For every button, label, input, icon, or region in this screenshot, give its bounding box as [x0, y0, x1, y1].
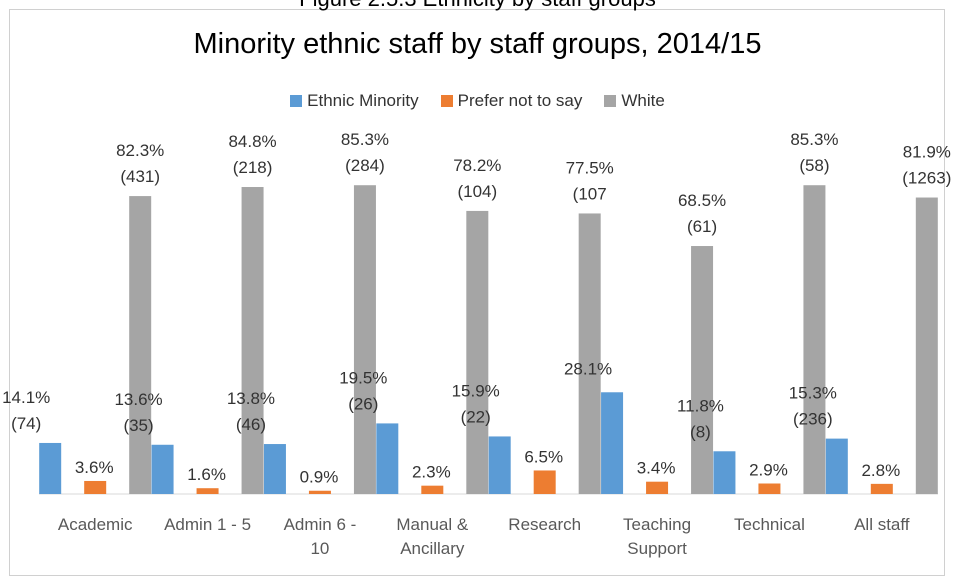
data-label-prefer-not-to-say-technical: 2.9% — [749, 461, 788, 480]
category-label-research: Research — [508, 515, 581, 534]
data-label-prefer-not-to-say-all-staff: 2.8% — [861, 461, 900, 480]
legend-item-white: White — [604, 91, 665, 111]
bar-ethnic-minority-academic — [39, 442, 62, 494]
category-label-all-staff: All staff — [854, 515, 910, 534]
data-label-ethnic-minority-research-count: (22) — [461, 407, 491, 426]
data-label-white-admin-6-10-count: (284) — [345, 156, 385, 175]
category-label-technical: Technical — [734, 515, 805, 534]
category-label-admin-6-10: Admin 6 - — [284, 515, 357, 534]
bar-white-technical — [803, 185, 826, 495]
legend-swatch-ethnic-minority — [290, 95, 303, 107]
data-label-white-research-count: (107 — [573, 184, 607, 203]
data-label-ethnic-minority-academic-count: (74) — [11, 414, 41, 433]
bar-ethnic-minority-manual-ancillary — [376, 423, 399, 494]
bar-ethnic-minority-admin-6-10 — [263, 444, 286, 494]
data-label-ethnic-minority-admin-1-5-count: (35) — [123, 416, 153, 435]
legend-swatch-prefer-not-to-say — [440, 95, 453, 107]
bar-white-all-staff — [915, 197, 938, 494]
data-label-white-all-staff: 81.9% — [903, 143, 951, 162]
data-label-white-manual-ancillary-count: (104) — [457, 182, 497, 201]
bar-ethnic-minority-research — [488, 436, 511, 494]
data-label-white-admin-1-5: 84.8% — [228, 132, 276, 151]
chart-title: Minority ethnic staff by staff groups, 2… — [193, 28, 762, 60]
bar-prefer-not-to-say-all-staff — [870, 483, 893, 494]
data-label-ethnic-minority-technical: 11.8% — [677, 396, 724, 415]
bar-prefer-not-to-say-academic — [84, 480, 107, 494]
data-label-ethnic-minority-manual-ancillary-count: (26) — [348, 394, 378, 413]
bar-white-admin-1-5 — [241, 187, 264, 495]
data-label-white-manual-ancillary: 78.2% — [453, 156, 501, 175]
data-label-white-technical: 85.3% — [790, 130, 838, 149]
legend-swatch-white — [604, 95, 617, 107]
category-label-teaching-support: Teaching — [623, 515, 691, 534]
data-label-ethnic-minority-academic: 14.1% — [2, 388, 50, 407]
legend-item-prefer-not-to-say: Prefer not to say — [440, 91, 583, 111]
bar-white-admin-6-10 — [353, 185, 376, 495]
legend-label-prefer-not-to-say: Prefer not to say — [457, 91, 583, 110]
bar-white-research — [578, 213, 601, 494]
data-label-white-academic-count: (431) — [120, 167, 160, 186]
bar-prefer-not-to-say-research — [533, 470, 556, 494]
data-label-white-admin-1-5-count: (218) — [233, 158, 273, 177]
legend-item-ethnic-minority: Ethnic Minority — [290, 91, 419, 111]
data-label-ethnic-minority-all-staff-count: (236) — [793, 410, 833, 429]
bar-prefer-not-to-say-technical — [758, 483, 781, 494]
data-label-white-research: 77.5% — [566, 158, 614, 177]
bar-ethnic-minority-all-staff — [825, 438, 848, 494]
data-label-prefer-not-to-say-research: 6.5% — [524, 447, 563, 466]
data-label-white-teaching-support: 68.5% — [678, 191, 726, 210]
bar-prefer-not-to-say-manual-ancillary — [421, 485, 444, 494]
category-label-admin-1-5: Admin 1 - 5 — [164, 515, 251, 534]
figure-caption: Figure 2.5.3 Ethnicity by staff groups — [0, 0, 955, 12]
bar-prefer-not-to-say-admin-6-10 — [308, 490, 331, 494]
data-label-ethnic-minority-admin-6-10-count: (46) — [236, 415, 266, 434]
data-label-ethnic-minority-teaching-support: 28.1% — [564, 359, 612, 378]
data-label-prefer-not-to-say-admin-6-10: 0.9% — [300, 468, 339, 487]
data-label-ethnic-minority-admin-1-5: 13.6% — [114, 390, 162, 409]
bar-prefer-not-to-say-admin-1-5 — [196, 488, 219, 494]
data-label-prefer-not-to-say-academic: 3.6% — [75, 458, 114, 477]
data-label-prefer-not-to-say-manual-ancillary: 2.3% — [412, 463, 451, 482]
bar-prefer-not-to-say-teaching-support — [646, 481, 669, 494]
data-label-white-all-staff-count: (1263) — [902, 169, 951, 188]
bar-white-academic — [129, 196, 152, 494]
bar-ethnic-minority-admin-1-5 — [151, 444, 174, 494]
bar-white-teaching-support — [691, 246, 714, 494]
data-label-ethnic-minority-technical-count: (8) — [690, 422, 711, 441]
data-label-ethnic-minority-all-staff: 15.3% — [789, 384, 837, 403]
data-label-white-technical-count: (58) — [799, 156, 829, 175]
data-label-ethnic-minority-admin-6-10: 13.8% — [227, 389, 275, 408]
category-label-manual-ancillary: Manual & — [396, 515, 468, 534]
category-label-academic: Academic — [58, 515, 133, 534]
bar-white-manual-ancillary — [466, 210, 489, 494]
legend: Ethnic Minority Prefer not to say White — [0, 91, 955, 111]
data-label-prefer-not-to-say-admin-1-5: 1.6% — [187, 465, 226, 484]
category-label-manual-ancillary-line2: Ancillary — [400, 539, 465, 558]
category-label-admin-6-10-line2: 10 — [310, 539, 329, 558]
category-label-teaching-support-line2: Support — [627, 539, 687, 558]
bar-ethnic-minority-technical — [713, 451, 736, 494]
data-label-white-admin-6-10: 85.3% — [341, 130, 389, 149]
legend-label-ethnic-minority: Ethnic Minority — [307, 91, 419, 110]
data-label-white-academic: 82.3% — [116, 141, 164, 160]
data-label-ethnic-minority-research: 15.9% — [452, 381, 500, 400]
data-label-white-teaching-support-count: (61) — [687, 217, 717, 236]
bar-ethnic-minority-teaching-support — [601, 392, 624, 494]
data-label-ethnic-minority-manual-ancillary: 19.5% — [339, 368, 387, 387]
legend-label-white: White — [621, 91, 665, 110]
data-label-prefer-not-to-say-teaching-support: 3.4% — [637, 459, 676, 478]
